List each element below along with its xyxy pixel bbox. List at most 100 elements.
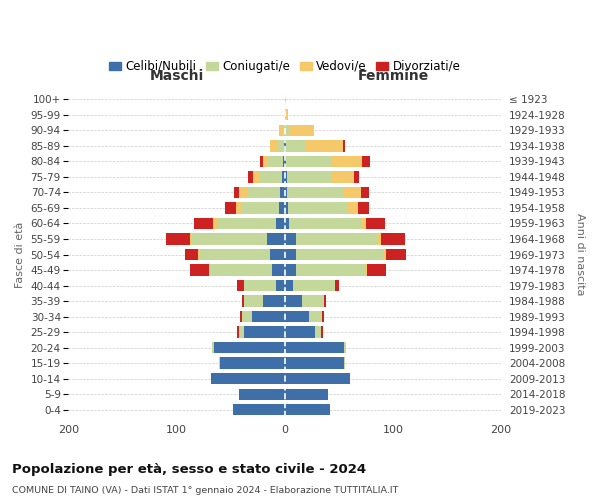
Bar <box>331 156 362 167</box>
Bar <box>344 358 346 368</box>
Bar <box>285 264 296 276</box>
Bar <box>242 311 253 322</box>
Y-axis label: Fasce di età: Fasce di età <box>15 222 25 288</box>
Bar <box>185 249 198 260</box>
Bar <box>287 187 343 198</box>
Bar <box>354 172 359 182</box>
Bar <box>361 218 366 229</box>
Bar <box>285 326 315 338</box>
Bar <box>237 280 244 291</box>
Bar <box>385 249 386 260</box>
Bar <box>194 218 214 229</box>
Bar <box>283 125 285 136</box>
Bar <box>381 234 405 244</box>
Bar <box>335 280 339 291</box>
Text: Maschi: Maschi <box>149 69 204 83</box>
Bar <box>377 234 381 244</box>
Bar <box>260 172 281 182</box>
Bar <box>244 326 285 338</box>
Bar <box>220 358 285 368</box>
Bar <box>285 373 350 384</box>
Bar <box>244 296 263 306</box>
Bar <box>248 187 280 198</box>
Bar <box>386 249 406 260</box>
Bar <box>285 249 296 260</box>
Bar <box>285 311 308 322</box>
Bar <box>361 187 369 198</box>
Bar <box>288 202 347 213</box>
Bar <box>285 125 290 136</box>
Bar <box>281 172 285 182</box>
Bar <box>198 249 199 260</box>
Bar <box>242 296 244 306</box>
Bar <box>239 187 248 198</box>
Bar <box>324 296 326 306</box>
Bar <box>226 202 236 213</box>
Bar <box>242 202 280 213</box>
Bar <box>237 326 239 338</box>
Bar <box>285 280 293 291</box>
Bar <box>290 125 314 136</box>
Bar <box>166 234 190 244</box>
Bar <box>241 311 242 322</box>
Bar <box>233 404 285 415</box>
Bar <box>343 140 346 151</box>
Bar <box>285 172 287 182</box>
Bar <box>286 140 305 151</box>
Bar <box>296 264 366 276</box>
Bar <box>214 218 217 229</box>
Bar <box>192 234 268 244</box>
Bar <box>272 264 285 276</box>
Bar <box>305 140 343 151</box>
Bar <box>263 296 285 306</box>
Text: COMUNE DI TAINO (VA) - Dati ISTAT 1° gennaio 2024 - Elaborazione TUTTITALIA.IT: COMUNE DI TAINO (VA) - Dati ISTAT 1° gen… <box>12 486 398 495</box>
Bar <box>286 110 288 120</box>
Bar <box>296 234 377 244</box>
Bar <box>190 264 209 276</box>
Bar <box>280 125 283 136</box>
Bar <box>320 326 323 338</box>
Bar <box>285 404 330 415</box>
Bar <box>234 187 239 198</box>
Bar <box>289 218 361 229</box>
Text: Popolazione per età, sesso e stato civile - 2024: Popolazione per età, sesso e stato civil… <box>12 462 366 475</box>
Bar <box>285 156 286 167</box>
Bar <box>190 234 192 244</box>
Bar <box>236 202 242 213</box>
Bar <box>293 280 335 291</box>
Bar <box>367 264 386 276</box>
Y-axis label: Anni di nascita: Anni di nascita <box>575 214 585 296</box>
Bar <box>286 156 331 167</box>
Bar <box>285 202 288 213</box>
Bar <box>283 156 285 167</box>
Bar <box>366 264 367 276</box>
Bar <box>285 110 286 120</box>
Bar <box>285 218 289 229</box>
Bar <box>302 296 324 306</box>
Bar <box>285 94 286 105</box>
Bar <box>347 202 358 213</box>
Bar <box>268 156 283 167</box>
Bar <box>280 187 285 198</box>
Bar <box>278 140 284 151</box>
Bar <box>217 218 276 229</box>
Bar <box>214 342 285 353</box>
Bar <box>366 218 385 229</box>
Bar <box>285 296 302 306</box>
Bar <box>322 311 324 322</box>
Bar <box>244 280 276 291</box>
Bar <box>239 326 244 338</box>
Bar <box>285 358 344 368</box>
Bar <box>209 264 272 276</box>
Bar <box>276 218 285 229</box>
Bar <box>199 249 269 260</box>
Bar <box>285 234 296 244</box>
Bar <box>315 326 320 338</box>
Bar <box>287 172 332 182</box>
Text: Femmine: Femmine <box>358 69 428 83</box>
Bar <box>285 140 286 151</box>
Bar <box>284 140 285 151</box>
Bar <box>358 202 369 213</box>
Bar <box>362 156 370 167</box>
Legend: Celibi/Nubili, Coniugati/e, Vedovi/e, Divorziati/e: Celibi/Nubili, Coniugati/e, Vedovi/e, Di… <box>104 55 466 78</box>
